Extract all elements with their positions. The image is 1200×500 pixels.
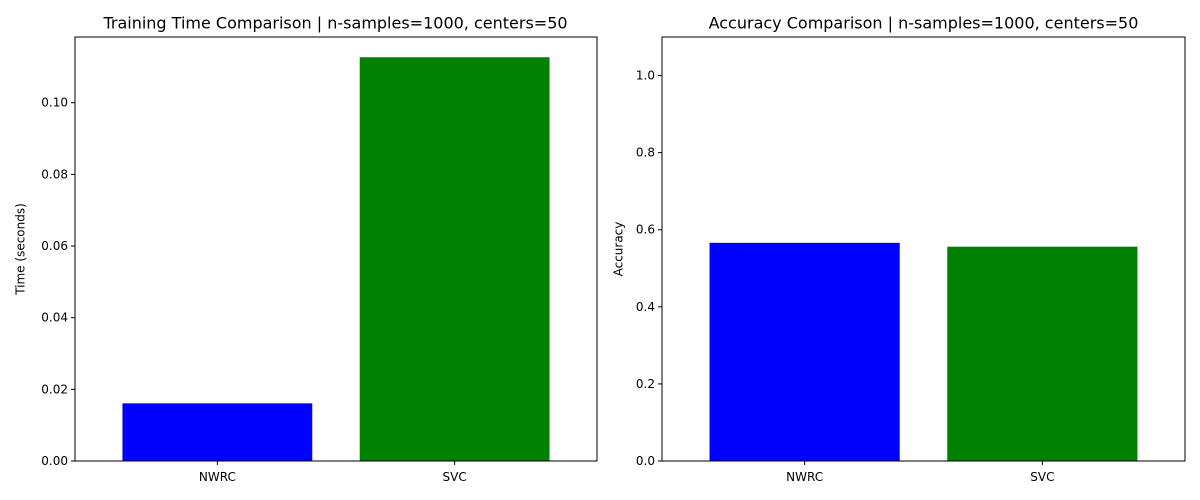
time-chart-xtick-label: NWRC [199,470,236,484]
accuracy-chart-ylabel: Accuracy [612,222,626,277]
time-chart-ytick-label: 0.10 [41,96,68,110]
time-chart-ytick-label: 0.08 [41,167,68,181]
time-chart-ytick-label: 0.00 [41,454,68,468]
accuracy-chart-title: Accuracy Comparison | n-samples=1000, ce… [709,14,1139,33]
accuracy-chart-ytick-label: 0.8 [636,146,655,160]
time-chart-ytick-label: 0.04 [41,311,68,325]
time-chart-bar-svc [359,57,550,461]
accuracy-chart-ytick-label: 0.6 [636,223,655,237]
accuracy-chart-bar-svc [947,246,1138,461]
accuracy-chart-bar-nwrc [709,242,900,461]
accuracy-chart-frame [661,36,1186,462]
accuracy-chart-xtick-label: NWRC [786,470,823,484]
time-chart-marks: 0.00 0.02 0.04 0.06 0.08 0.10 NWRC SVC [41,36,598,484]
time-chart-frame [74,36,598,462]
accuracy-chart-ytick-label: 0.4 [636,300,655,314]
accuracy-chart: Accuracy Comparison | n-samples=1000, ce… [612,14,1186,484]
accuracy-chart-marks: 0.0 0.2 0.4 0.6 0.8 1.0 NWRC SVC [636,36,1186,484]
time-chart-ylabel: Time (seconds) [14,203,28,296]
time-chart: Training Time Comparison | n-samples=100… [14,14,598,484]
time-chart-title: Training Time Comparison | n-samples=100… [102,14,567,33]
accuracy-chart-ytick-label: 1.0 [636,69,655,83]
accuracy-chart-ytick-label: 0.2 [636,377,655,391]
time-chart-ytick-label: 0.06 [41,239,68,253]
accuracy-chart-xtick-label: SVC [1030,470,1054,484]
time-chart-xtick-label: SVC [443,470,467,484]
time-chart-ytick-label: 0.02 [41,382,68,396]
time-chart-bar-nwrc [122,403,313,461]
accuracy-chart-ytick-label: 0.0 [636,454,655,468]
